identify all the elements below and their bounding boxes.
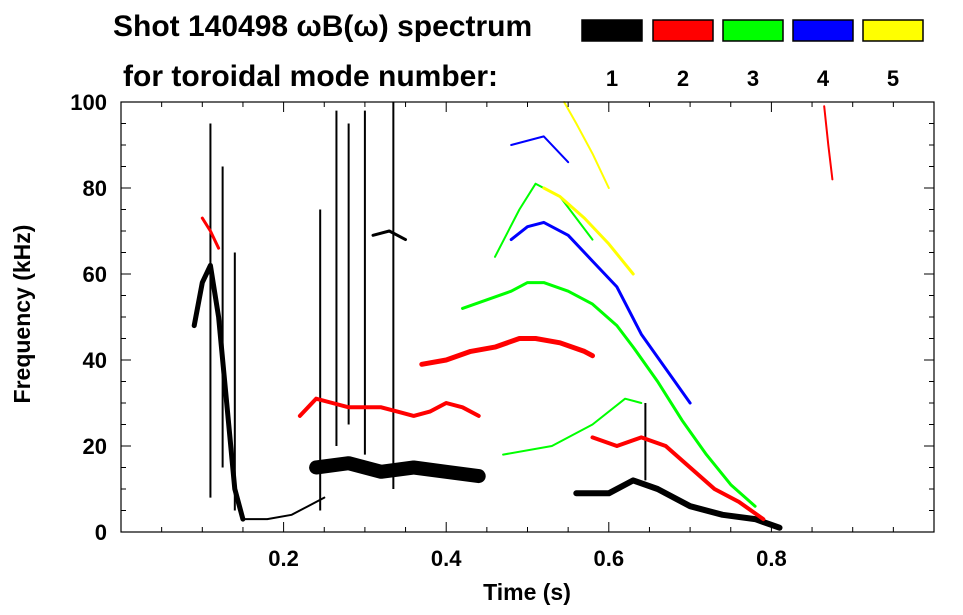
y-tick-label: 0 — [95, 520, 107, 545]
y-axis-label: Frequency (kHz) — [9, 225, 35, 404]
series-mode-3 — [502, 397, 643, 456]
series-mode-5 — [542, 186, 635, 276]
y-tick-label: 40 — [83, 348, 107, 373]
series-mode-4 — [510, 135, 570, 164]
x-tick-label: 0.8 — [756, 546, 787, 571]
legend-label-2: 2 — [677, 66, 689, 91]
series-layer — [191, 101, 834, 531]
legend-swatch-2 — [652, 19, 714, 42]
series-mode-3 — [494, 182, 594, 258]
x-tick-label: 0.4 — [431, 546, 462, 571]
plot-area — [191, 101, 834, 531]
legend-label-3: 3 — [747, 66, 759, 91]
legend-label-1: 1 — [606, 66, 618, 91]
series-mode-5 — [563, 101, 610, 189]
legend-swatch-1 — [581, 19, 643, 42]
chart-subtitle: for toroidal mode number: — [123, 60, 498, 93]
series-mode-2 — [419, 336, 595, 367]
legend-swatch-4 — [792, 19, 854, 42]
series-mode-4 — [509, 220, 692, 405]
x-tick-label: 0.6 — [594, 546, 625, 571]
y-tick-label: 20 — [83, 434, 107, 459]
y-tick-label: 60 — [83, 262, 107, 287]
series-mode-1 — [371, 229, 407, 242]
bursts-layer — [209, 102, 647, 511]
legend-label-4: 4 — [817, 66, 830, 91]
chart-title: Shot 140498 ωB(ω) spectrum — [113, 10, 532, 43]
axes: 0.2 0.4 0.6 0.8 0 20 40 60 80 100 — [70, 90, 935, 571]
series-mode-2 — [823, 105, 834, 181]
series-mode-2 — [297, 396, 481, 418]
series-mode-1 — [309, 456, 486, 484]
legend-swatch-3 — [722, 19, 784, 42]
series-mode-1 — [573, 477, 783, 531]
legend-label-5: 5 — [887, 66, 899, 91]
plot-frame — [120, 101, 935, 533]
legend-swatch-5 — [862, 19, 924, 42]
series-mode-2 — [590, 435, 766, 522]
series-mode-2 — [200, 216, 221, 250]
y-tick-label: 100 — [70, 90, 107, 115]
x-tick-label: 0.2 — [268, 546, 299, 571]
series-mode-3 — [461, 281, 757, 508]
x-axis-label: Time (s) — [483, 579, 571, 605]
series-mode-1 — [241, 496, 326, 521]
legend: 1 2 3 4 5 — [581, 19, 924, 91]
y-tick-label: 80 — [83, 176, 107, 201]
series-mode-1 — [191, 262, 246, 522]
